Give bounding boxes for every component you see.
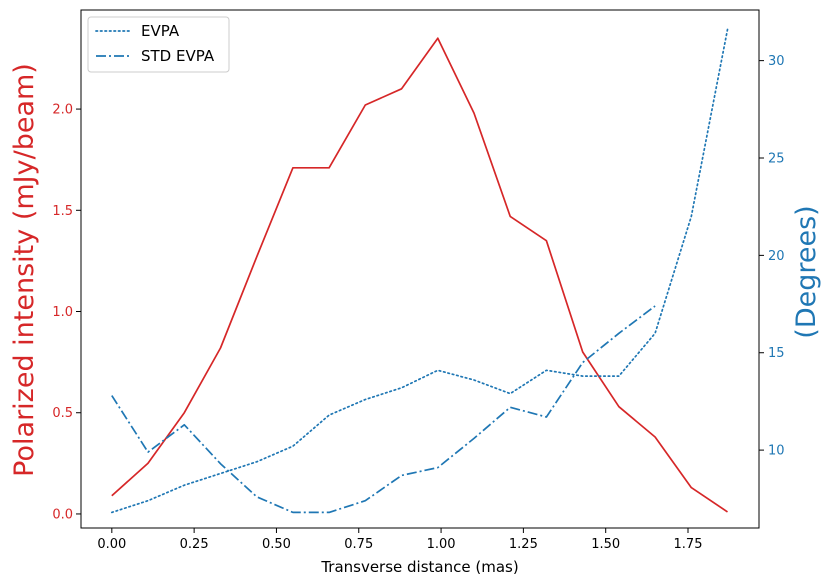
x-tick-label: 0.00 [97,537,126,552]
left-y-tick-label: 1.5 [52,204,73,219]
right-y-tick-label: 15 [768,346,785,361]
x-tick-label: 0.25 [180,537,209,552]
plot-frame [80,9,760,529]
x-tick-label: 1.50 [591,537,620,552]
right-y-axis: 10 15 20 25 30 [759,54,785,459]
right-y-axis-title: (Degrees) [791,205,822,338]
x-tick-label: 0.50 [262,537,291,552]
right-y-tick-label: 30 [768,54,785,69]
x-tick-label: 1.25 [509,537,538,552]
left-y-axis-title: Polarized intensity (mJy/beam) [9,63,40,477]
legend-std-evpa-label: STD EVPA [141,47,215,65]
left-y-axis: 0.0 0.5 1.0 1.5 2.0 [52,103,81,522]
x-axis-title: Transverse distance (mas) [320,558,518,576]
x-tick-label: 1.00 [427,537,456,552]
right-y-tick-label: 10 [768,444,785,459]
std-evpa-line [111,305,656,514]
right-y-tick-label: 20 [768,249,785,264]
x-tick-label: 0.75 [344,537,373,552]
polarized-intensity-line [111,37,728,513]
left-y-tick-label: 2.0 [52,103,73,118]
right-y-tick-label: 25 [768,152,785,167]
left-y-tick-label: 1.0 [52,305,73,320]
legend-evpa-label: EVPA [141,22,180,40]
left-y-tick-label: 0.0 [52,507,73,522]
left-y-tick-label: 0.5 [52,406,73,421]
series-layer [110,28,729,514]
legend: EVPA STD EVPA [87,16,230,73]
evpa-line [110,28,729,514]
x-tick-label: 1.75 [674,537,703,552]
x-axis: 0.00 0.25 0.50 0.75 1.00 1.25 1.50 1.75 [97,528,702,552]
